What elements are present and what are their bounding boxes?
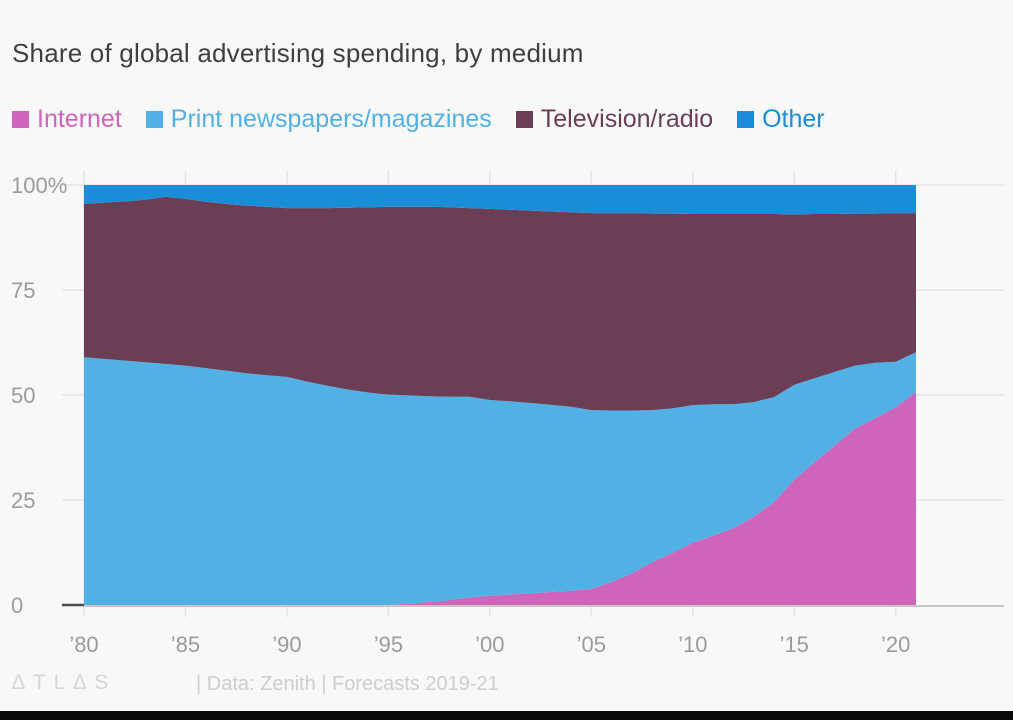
y-axis-label: 100% [11, 173, 67, 198]
legend-swatch-icon [145, 111, 163, 128]
x-axis-label: ’10 [678, 632, 707, 657]
data-source-text: | Data: Zenith | Forecasts 2019-21 [196, 673, 499, 695]
x-axis-label: ’00 [475, 632, 504, 657]
legend-label: Print newspapers/magazines [170, 105, 492, 133]
legend-item-print-newspapers-magazines: Print newspapers/magazines [145, 105, 492, 134]
legend: Internet Print newspapers/magazines Televi… [12, 105, 825, 134]
legend-label: Internet [37, 105, 122, 133]
bottom-black-bar [0, 711, 1013, 720]
legend-swatch-icon [737, 111, 755, 128]
legend-swatch-icon [515, 111, 533, 128]
x-axis-label: ’80 [69, 632, 98, 657]
legend-label: Other [762, 105, 825, 133]
y-axis-label: 50 [11, 383, 35, 408]
y-axis-label: 25 [11, 488, 35, 513]
legend-swatch-icon [12, 111, 29, 128]
legend-item-internet: Internet [12, 105, 122, 134]
x-axis-label: ’15 [780, 632, 809, 657]
x-axis-label: ’05 [577, 632, 606, 657]
legend-item-other: Other [737, 105, 825, 134]
x-axis-label: ’90 [272, 632, 301, 657]
y-axis-label: 75 [11, 278, 35, 303]
x-axis-label: ’20 [881, 632, 910, 657]
legend-item-television-radio: Television/radio [515, 105, 714, 134]
area-other [84, 185, 916, 215]
area-internet [84, 392, 916, 605]
area-television-radio [84, 196, 916, 411]
y-axis-label: 0 [11, 593, 23, 618]
atlas-logo: ∆TL∆S [12, 671, 117, 694]
x-axis-label: ’85 [171, 632, 200, 657]
area-print-newspapers-magazines [84, 352, 916, 605]
legend-label: Television/radio [540, 105, 714, 133]
chart-title: Share of global advertising spending, by… [12, 38, 584, 68]
x-axis-label: ’95 [374, 632, 403, 657]
